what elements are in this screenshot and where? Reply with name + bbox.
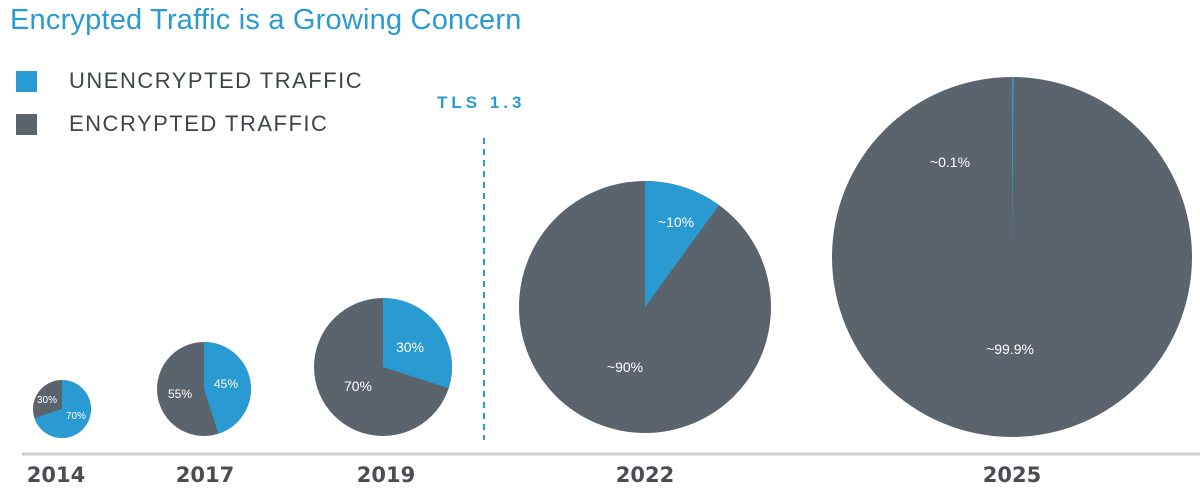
pie-2019-unencrypted-slice [383,298,452,389]
legend-swatch-unencrypted [16,70,37,92]
tls-annotation-label: TLS 1.3 [437,93,526,112]
year-label-2019: 2019 [357,463,415,487]
year-label-2025: 2025 [983,463,1041,487]
pie-2025-unencrypted-label: ~0.1% [930,154,970,170]
legend-item-encrypted: ENCRYPTED TRAFFIC [16,111,328,137]
pie-2019-unencrypted-label: 30% [396,339,424,355]
year-label-2017: 2017 [176,463,234,487]
pie-2025-encrypted-label: ~99.9% [986,341,1034,357]
year-label-2014: 2014 [27,463,85,487]
pie-2014-encrypted-label: 30% [37,395,57,406]
pie-2019-encrypted-label: 70% [344,378,372,394]
legend-item-unencrypted: UNENCRYPTED TRAFFIC [16,68,363,94]
year-label-2022: 2022 [616,463,674,487]
pie-2017-unencrypted-slice [204,342,251,434]
legend-swatch-encrypted [16,113,37,135]
pie-2025-unencrypted-slice [1012,77,1014,257]
pie-2022-unencrypted-label: ~10% [658,214,694,230]
pie-2017-encrypted-label: 55% [168,387,192,401]
pie-2022-unencrypted-slice [645,181,720,307]
pie-2017-unencrypted-label: 45% [214,377,238,391]
pie-2014-unencrypted-label: 70% [66,411,86,422]
chart-title: Encrypted Traffic is a Growing Concern [10,4,522,36]
pie-2022-encrypted-label: ~90% [607,359,643,375]
legend-label-encrypted: ENCRYPTED TRAFFIC [69,111,329,136]
pie-2014-unencrypted-slice [34,380,91,438]
legend-label-unencrypted: UNENCRYPTED TRAFFIC [69,68,364,93]
